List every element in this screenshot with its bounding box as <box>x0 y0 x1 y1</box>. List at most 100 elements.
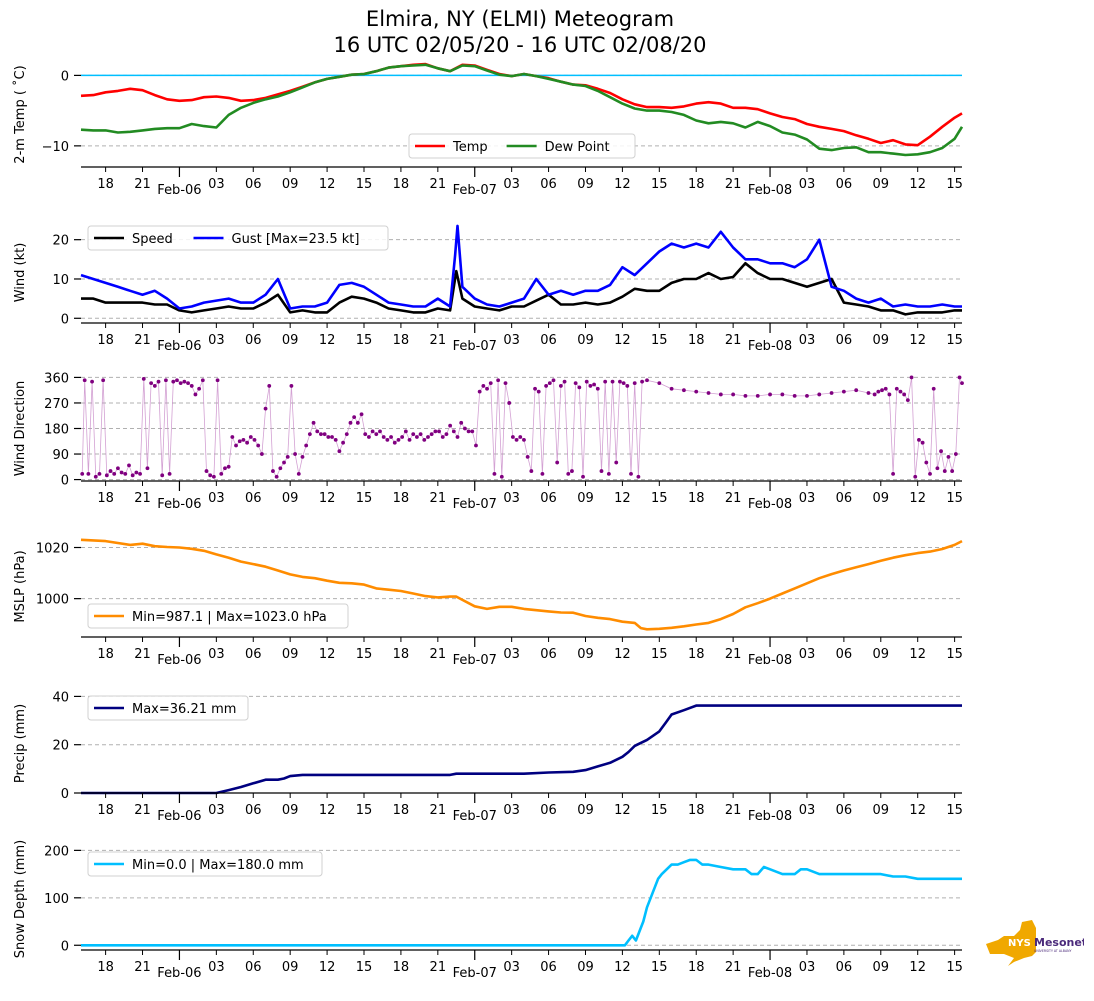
x-tick-label: 09 <box>282 960 299 975</box>
data-point <box>950 469 955 473</box>
x-tick-label: 15 <box>946 333 963 348</box>
data-point <box>116 466 120 471</box>
data-point <box>348 420 353 425</box>
data-point <box>448 423 453 428</box>
x-tick-label: 15 <box>651 491 668 506</box>
x-tick-label: 15 <box>946 803 963 818</box>
x-tick-label: 06 <box>836 960 853 975</box>
data-point <box>953 452 958 456</box>
y-tick-label: 0 <box>61 939 69 954</box>
data-point <box>551 378 556 383</box>
data-point <box>197 386 202 391</box>
x-tick-label: 09 <box>873 491 890 506</box>
legend: Max=36.21 mm <box>87 695 249 721</box>
data-point <box>466 429 471 434</box>
x-day-label: Feb-06 <box>157 497 201 512</box>
data-point <box>657 381 662 385</box>
data-point <box>333 437 338 442</box>
x-tick-label: 09 <box>282 803 299 818</box>
x-tick-label: 21 <box>725 177 742 192</box>
x-tick-label: 15 <box>946 177 963 192</box>
x-tick-label: 18 <box>97 960 114 975</box>
data-point <box>525 454 530 459</box>
y-tick-label: 0 <box>61 787 69 802</box>
data-point <box>374 432 379 437</box>
x-tick-label: 09 <box>873 803 890 818</box>
panel-temp: 0 −10 2-m Temp ( ˚C) 18 21 03 06 09 12 15 18 21 03 06… <box>12 62 964 198</box>
x-tick-label: 06 <box>836 177 853 192</box>
data-point <box>97 472 102 476</box>
x-tick-label: 15 <box>356 803 373 818</box>
x-tick-label: 03 <box>799 803 816 818</box>
data-point <box>237 439 242 444</box>
data-point <box>499 474 504 479</box>
data-point <box>193 392 198 397</box>
panel-wind: 0 10 20 Wind (kt) 18 21 03 06 09 12 15 18 21 03 06 09 12… <box>13 224 963 354</box>
x-day-label: Feb-08 <box>748 809 792 824</box>
legend-item: Min=0.0 | Max=180.0 mm <box>94 858 304 873</box>
x-tick-label: 06 <box>540 647 557 662</box>
data-point <box>219 472 224 476</box>
y-axis-label: Precip (mm) <box>13 704 28 783</box>
x-tick-label: 18 <box>393 647 410 662</box>
data-point <box>256 443 261 448</box>
data-point <box>905 398 910 403</box>
data-point <box>418 432 423 437</box>
nys-mesonet-logo: NYS Mesonet UNIVERSITY AT ALBANY <box>986 920 1084 966</box>
x-tick-label: 06 <box>245 960 262 975</box>
data-point <box>595 386 600 391</box>
data-point <box>931 386 936 391</box>
chart-title: Elmira, NY (ELMI) Meteogram 16 UTC 02/05… <box>0 6 1040 58</box>
data-point <box>426 435 430 439</box>
data-point <box>872 392 877 397</box>
x-day-label: Feb-06 <box>157 183 201 198</box>
data-point <box>130 473 135 478</box>
data-point <box>156 379 161 384</box>
data-point <box>167 472 172 476</box>
x-tick-label: 15 <box>651 177 668 192</box>
x-tick-label: 21 <box>430 960 447 975</box>
data-point <box>866 391 871 395</box>
data-point <box>805 393 809 398</box>
data-point <box>792 393 797 398</box>
x-tick-label: 03 <box>799 647 816 662</box>
x-tick-label: 09 <box>577 177 594 192</box>
data-point <box>108 469 113 473</box>
x-day-label: Feb-08 <box>748 183 792 198</box>
data-point <box>337 449 342 454</box>
x-tick-label: 12 <box>614 177 631 192</box>
x-tick-label: 15 <box>946 647 963 662</box>
data-point <box>780 392 785 397</box>
x-tick-label: 09 <box>577 647 594 662</box>
data-point <box>518 435 523 439</box>
data-point <box>606 472 611 476</box>
y-tick-label: 1000 <box>36 593 69 608</box>
data-point <box>241 437 246 442</box>
data-point <box>891 472 895 476</box>
data-point <box>603 379 608 384</box>
x-tick-label: 21 <box>725 960 742 975</box>
data-point <box>263 406 268 411</box>
x-tick-label: 06 <box>245 333 262 348</box>
x-tick-label: 03 <box>503 803 520 818</box>
data-point <box>514 437 519 442</box>
logo-nys-text: NYS <box>1008 938 1031 949</box>
data-point <box>510 435 515 439</box>
data-point <box>248 435 253 439</box>
data-point <box>407 437 412 442</box>
x-tick-label: 18 <box>97 333 114 348</box>
data-point <box>411 432 416 437</box>
series-line-speed <box>81 261 962 316</box>
y-tick-label: 20 <box>52 234 69 249</box>
data-point <box>558 384 563 388</box>
data-point <box>496 378 501 383</box>
data-point <box>307 432 312 437</box>
data-point <box>200 378 205 383</box>
x-tick-label: 03 <box>503 960 520 975</box>
data-point <box>370 429 375 434</box>
data-point <box>935 466 940 471</box>
data-point <box>215 378 220 383</box>
x-tick-label: 18 <box>97 803 114 818</box>
